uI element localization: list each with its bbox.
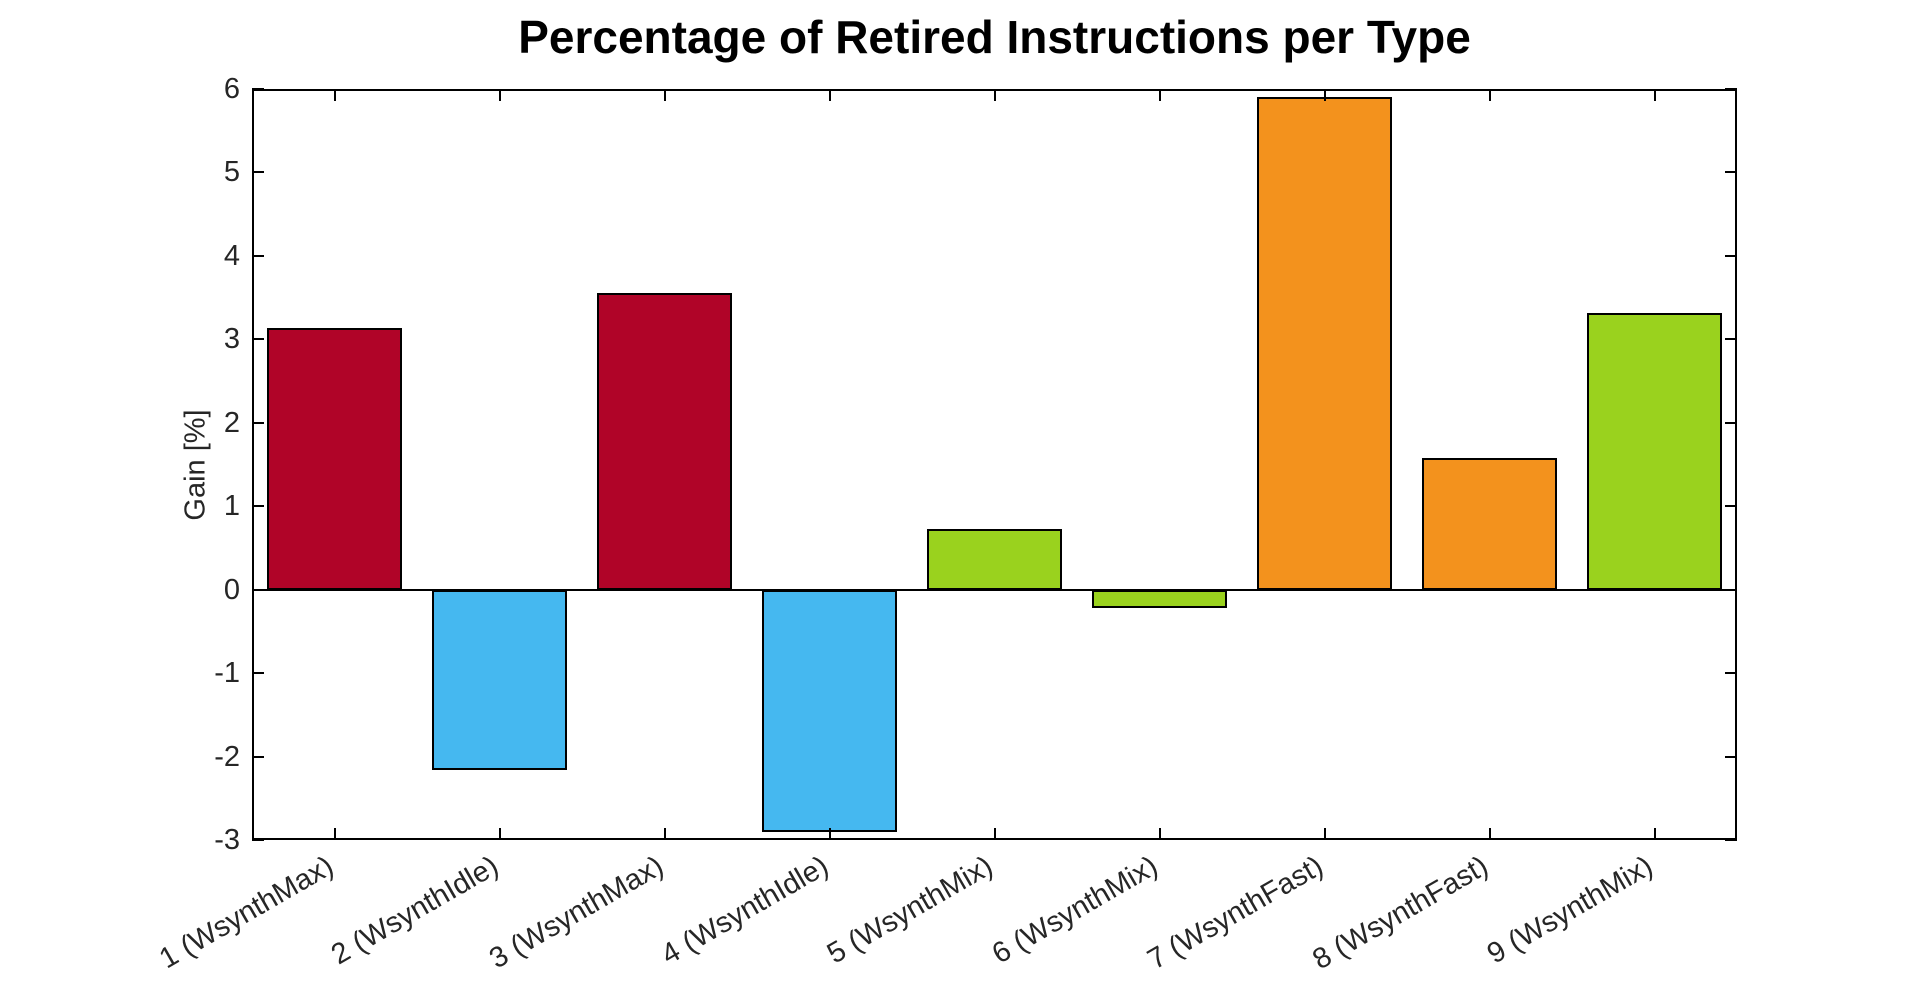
x-tick-mark-bottom (1323, 828, 1326, 840)
y-tick-mark-left (252, 672, 264, 675)
zero-baseline (252, 588, 1737, 591)
y-tick-mark-right (1725, 755, 1737, 758)
x-tick-mark-bottom (498, 828, 501, 840)
y-tick-mark-right (1725, 839, 1737, 841)
y-tick-label: 1 (223, 490, 240, 523)
bar-8 (WsynthFast) (1422, 457, 1557, 590)
x-tick-mark-bottom (1488, 828, 1491, 840)
y-tick-mark-right (1725, 338, 1737, 341)
x-tick-mark-top (828, 89, 831, 101)
y-tick-label: 6 (223, 73, 240, 105)
x-tick-label: 7 (WsynthFast) (1142, 850, 1329, 977)
bar-4 (WsynthIdle) (762, 589, 897, 832)
x-tick-mark-top (663, 89, 666, 101)
x-tick-label: 5 (WsynthMix) (822, 850, 999, 971)
bar-1 (WsynthMax) (267, 328, 402, 590)
y-tick-mark-right (1725, 505, 1737, 508)
y-tick-label: 0 (223, 573, 240, 606)
y-tick-mark-left (252, 839, 264, 841)
y-tick-label: 2 (223, 406, 240, 439)
bar-2 (WsynthIdle) (432, 589, 567, 770)
x-tick-mark-top (498, 89, 501, 101)
y-tick-mark-left (252, 338, 264, 341)
x-tick-mark-bottom (1158, 828, 1161, 840)
x-tick-label: 4 (WsynthIdle) (655, 850, 834, 972)
y-tick-label: 4 (223, 239, 240, 272)
x-tick-mark-bottom (828, 828, 831, 840)
y-tick-label: -1 (214, 657, 240, 690)
x-tick-mark-bottom (1653, 828, 1656, 840)
y-tick-mark-left (252, 588, 264, 591)
y-tick-mark-left (252, 254, 264, 257)
y-tick-mark-left (252, 421, 264, 424)
bar-6 (WsynthMix) (1092, 589, 1227, 608)
y-tick-mark-left (252, 505, 264, 508)
bar-3 (WsynthMax) (597, 293, 732, 590)
bar-7 (WsynthFast) (1257, 97, 1392, 590)
y-tick-mark-left (252, 171, 264, 174)
y-tick-label: -2 (214, 740, 240, 773)
x-tick-mark-bottom (993, 828, 996, 840)
x-tick-mark-top (1323, 89, 1326, 101)
y-tick-label: -3 (214, 824, 240, 856)
x-tick-label: 9 (WsynthMix) (1482, 850, 1659, 971)
x-tick-mark-top (993, 89, 996, 101)
y-tick-mark-right (1725, 171, 1737, 174)
y-tick-label: 3 (223, 323, 240, 356)
x-tick-label: 6 (WsynthMix) (987, 850, 1164, 971)
y-tick-mark-right (1725, 421, 1737, 424)
y-tick-mark-left (252, 755, 264, 758)
bar-9 (WsynthMix) (1587, 313, 1722, 590)
chart-title: Percentage of Retired Instructions per T… (518, 11, 1471, 63)
y-tick-mark-left (252, 88, 264, 90)
x-tick-mark-top (1653, 89, 1656, 101)
y-tick-mark-right (1725, 88, 1737, 90)
bar-5 (WsynthMix) (927, 528, 1062, 590)
x-tick-label: 2 (WsynthIdle) (325, 850, 504, 972)
x-tick-label: 3 (WsynthMax) (483, 850, 669, 976)
x-tick-mark-bottom (663, 828, 666, 840)
x-tick-mark-top (333, 89, 336, 101)
y-tick-mark-right (1725, 588, 1737, 591)
x-tick-label: 8 (WsynthFast) (1307, 850, 1494, 977)
x-tick-mark-top (1488, 89, 1491, 101)
x-tick-mark-top (1158, 89, 1161, 101)
y-tick-mark-right (1725, 672, 1737, 675)
x-tick-mark-bottom (333, 828, 336, 840)
y-tick-label: 5 (223, 156, 240, 189)
x-tick-label: 1 (WsynthMax) (153, 850, 339, 976)
y-tick-mark-right (1725, 254, 1737, 257)
